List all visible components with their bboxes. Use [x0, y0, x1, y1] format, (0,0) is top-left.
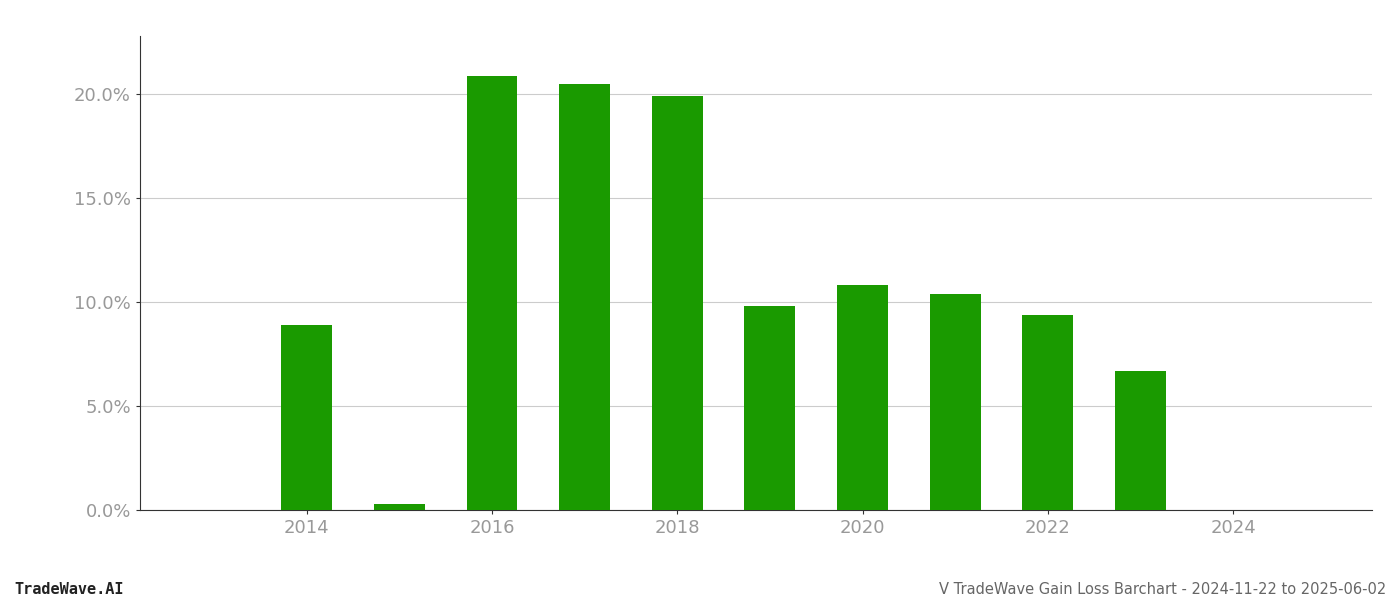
Bar: [1022, 314, 1074, 510]
Text: V TradeWave Gain Loss Barchart - 2024-11-22 to 2025-06-02: V TradeWave Gain Loss Barchart - 2024-11…: [939, 582, 1386, 597]
Bar: [745, 306, 795, 510]
Bar: [559, 84, 610, 510]
Bar: [652, 96, 703, 510]
Bar: [930, 294, 980, 510]
Bar: [281, 325, 332, 510]
Bar: [374, 504, 424, 510]
Bar: [1114, 371, 1166, 510]
Bar: [466, 76, 518, 510]
Text: TradeWave.AI: TradeWave.AI: [14, 582, 123, 597]
Bar: [837, 286, 888, 510]
